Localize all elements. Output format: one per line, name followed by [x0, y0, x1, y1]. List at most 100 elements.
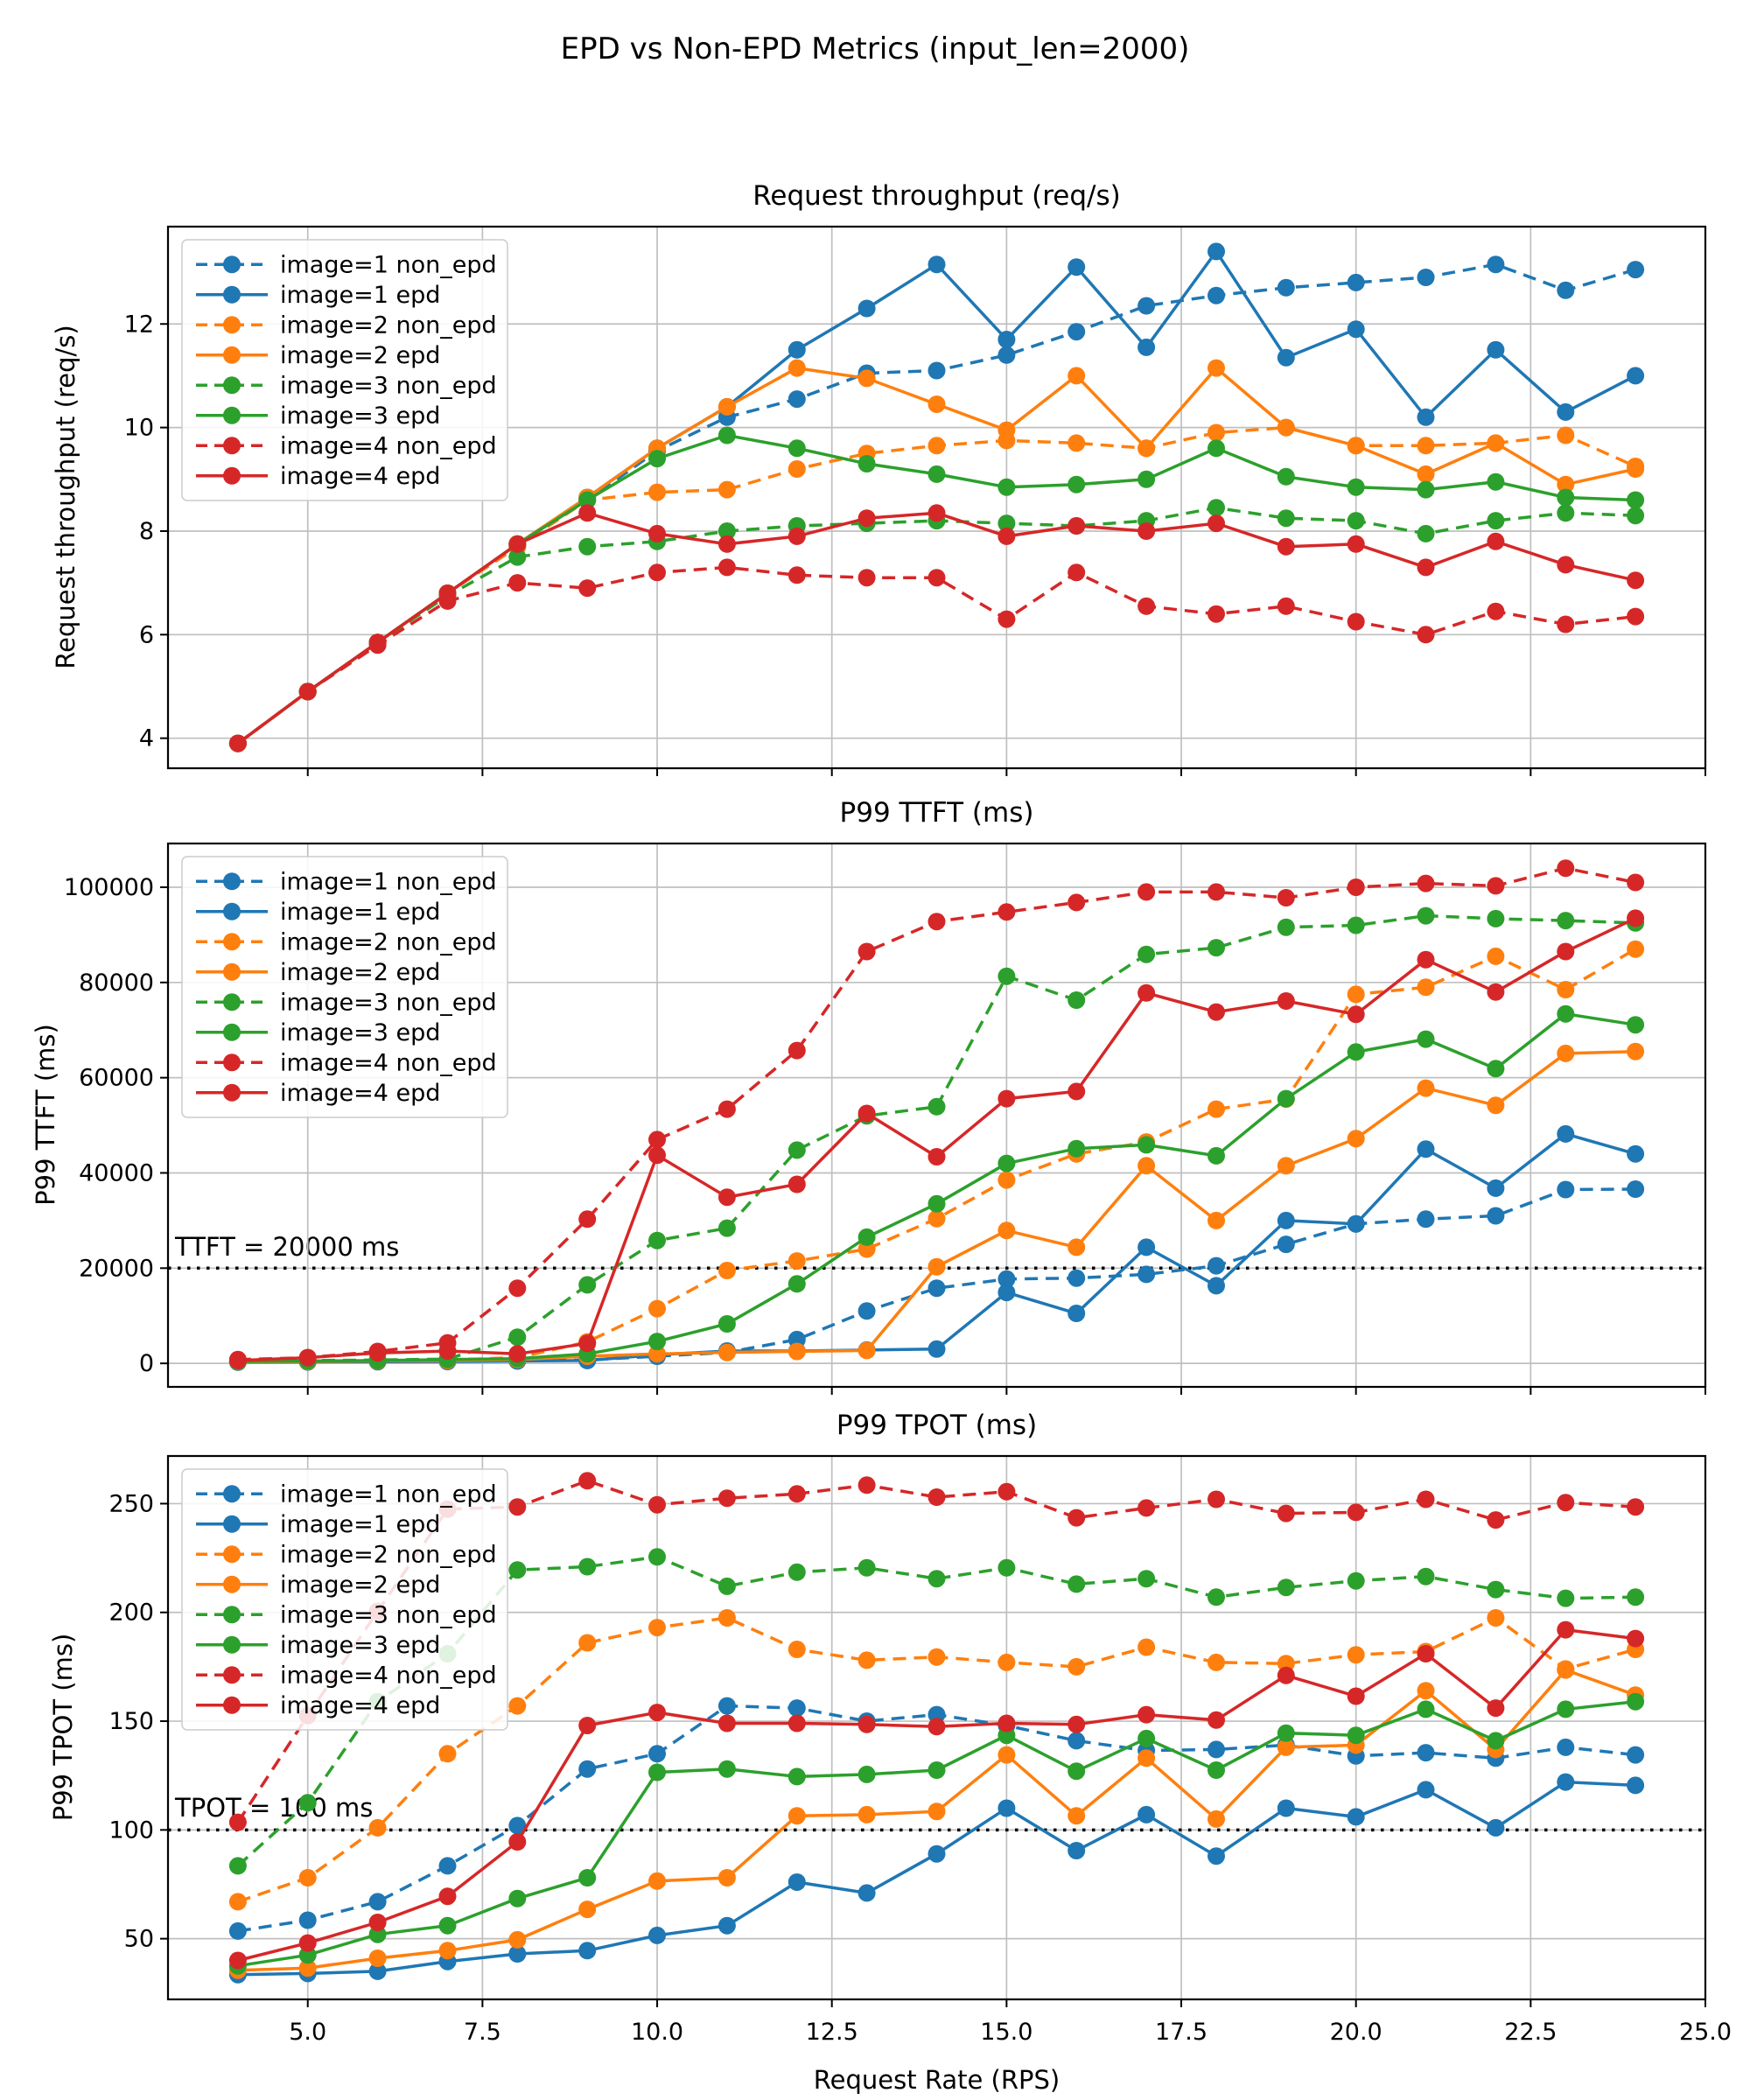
- data-point-marker: [1487, 1818, 1505, 1837]
- data-point-marker: [718, 1188, 736, 1207]
- data-point-marker: [438, 1942, 457, 1960]
- series-image-4-epd: [228, 504, 1645, 752]
- data-point-marker: [648, 1872, 666, 1890]
- data-point-marker: [1557, 912, 1575, 930]
- data-point-marker: [788, 1485, 806, 1503]
- data-point-marker: [998, 1714, 1016, 1732]
- legend-marker: [223, 376, 241, 395]
- legend-marker: [223, 872, 241, 891]
- data-point-marker: [998, 346, 1016, 364]
- data-point-marker: [858, 1228, 876, 1246]
- data-point-marker: [298, 1911, 317, 1929]
- data-point-marker: [648, 1130, 666, 1149]
- data-point-marker: [1487, 1609, 1505, 1627]
- data-point-marker: [438, 1887, 457, 1906]
- legend-marker: [223, 437, 241, 455]
- legend-marker: [223, 346, 241, 364]
- y-tick-label: 150: [108, 1708, 154, 1735]
- figure-title: EPD vs Non-EPD Metrics (input_len=2000): [560, 32, 1190, 66]
- data-point-marker: [1627, 1629, 1645, 1648]
- data-point-marker: [858, 1558, 876, 1577]
- legend-label: image=2 non_epd: [280, 1541, 497, 1568]
- data-point-marker: [788, 390, 806, 409]
- x-tick-label: 25.0: [1679, 2019, 1732, 2046]
- data-point-marker: [1208, 1277, 1225, 1295]
- data-point-marker: [438, 1745, 457, 1763]
- data-point-marker: [928, 1488, 946, 1506]
- data-point-marker: [1417, 1567, 1435, 1586]
- data-point-marker: [928, 1194, 946, 1213]
- legend-label: image=1 non_epd: [280, 868, 497, 895]
- data-point-marker: [648, 483, 666, 501]
- series-image-4-epd: [228, 909, 1645, 1369]
- data-point-marker: [1417, 269, 1435, 286]
- legend-label: image=4 non_epd: [280, 432, 497, 459]
- legend: image=1 non_epd image=1 epd image=2 non_ep…: [181, 1468, 508, 1731]
- data-point-marker: [1487, 1732, 1505, 1750]
- data-point-marker: [1417, 1700, 1435, 1718]
- data-point-marker: [298, 1959, 317, 1978]
- x-tick-label: 22.5: [1504, 2019, 1557, 2046]
- data-point-marker: [1208, 1256, 1225, 1275]
- data-point-marker: [1138, 439, 1156, 458]
- data-point-marker: [1557, 1494, 1575, 1512]
- data-point-marker: [578, 1760, 597, 1778]
- data-point-marker: [1627, 1180, 1645, 1198]
- legend-label: image=1 epd: [280, 282, 440, 309]
- data-point-marker: [928, 1257, 946, 1276]
- data-point-marker: [508, 1930, 527, 1949]
- data-point-marker: [928, 437, 946, 455]
- data-point-marker: [228, 1922, 247, 1940]
- data-point-marker: [1277, 1738, 1295, 1756]
- data-point-marker: [1347, 437, 1365, 455]
- data-point-marker: [1068, 893, 1086, 912]
- data-point-marker: [998, 527, 1016, 545]
- data-point-marker: [1208, 242, 1225, 261]
- data-point-marker: [1417, 480, 1435, 499]
- data-point-marker: [1347, 273, 1365, 291]
- data-point-marker: [788, 1768, 806, 1786]
- data-point-marker: [648, 1745, 666, 1763]
- data-point-marker: [718, 1714, 736, 1732]
- data-point-marker: [228, 1857, 247, 1875]
- data-point-marker: [1347, 1043, 1365, 1061]
- data-point-marker: [1417, 1682, 1435, 1700]
- legend-marker: [223, 316, 241, 334]
- data-point-marker: [1277, 1724, 1295, 1742]
- data-point-marker: [998, 903, 1016, 921]
- x-tick-label: 10.0: [631, 2019, 683, 2046]
- data-point-marker: [578, 1334, 597, 1353]
- data-point-marker: [718, 1916, 736, 1935]
- data-point-marker: [578, 1210, 597, 1228]
- data-point-marker: [928, 1209, 946, 1228]
- data-point-marker: [508, 1498, 527, 1516]
- data-point-marker: [1208, 1588, 1225, 1606]
- data-point-marker: [858, 942, 876, 961]
- data-point-marker: [858, 1302, 876, 1320]
- data-point-marker: [1487, 340, 1505, 359]
- data-point-marker: [1208, 1810, 1225, 1828]
- data-point-marker: [648, 1548, 666, 1566]
- data-point-marker: [298, 1794, 317, 1812]
- data-point-marker: [1347, 478, 1365, 496]
- legend-marker: [223, 1485, 241, 1503]
- data-point-marker: [578, 1472, 597, 1490]
- data-point-marker: [998, 514, 1016, 533]
- data-point-marker: [368, 1950, 387, 1967]
- axes-frame: [166, 1454, 1707, 2001]
- data-point-marker: [1208, 883, 1225, 901]
- data-point-marker: [788, 566, 806, 584]
- data-point-marker: [368, 1818, 387, 1837]
- x-tick-label: 20.0: [1330, 2019, 1382, 2046]
- data-point-marker: [788, 527, 806, 545]
- data-point-marker: [1627, 1692, 1645, 1711]
- data-point-marker: [1417, 978, 1435, 997]
- data-point-marker: [1068, 1762, 1086, 1781]
- chart-1: image=1 non_epd image=1 epd image=2 non_ep…: [124, 225, 1707, 776]
- data-point-marker: [1627, 491, 1645, 509]
- data-point-marker: [1138, 1136, 1156, 1154]
- legend-label: image=3 non_epd: [280, 989, 497, 1016]
- legend-marker: [223, 962, 241, 981]
- data-point-marker: [718, 1869, 736, 1886]
- data-point-marker: [1208, 1146, 1225, 1165]
